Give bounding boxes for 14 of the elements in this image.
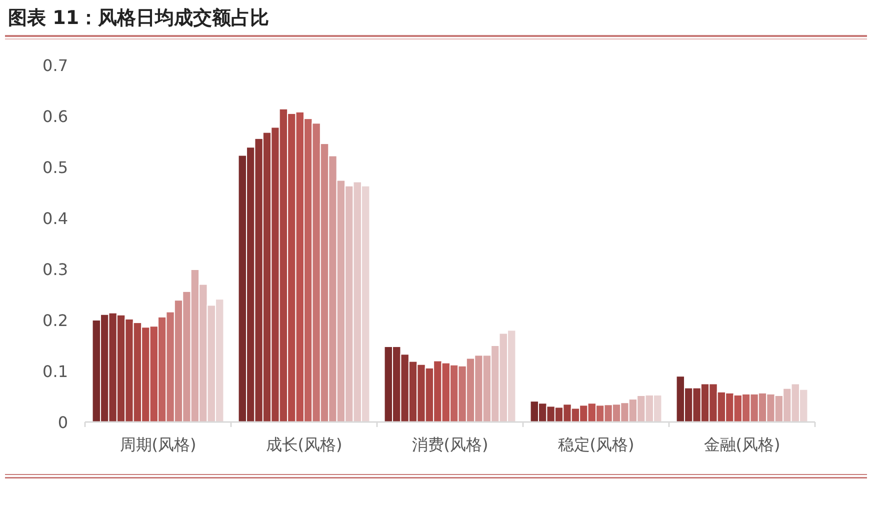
y-tick-label: 0.5 (42, 158, 68, 177)
y-tick-label: 0.6 (42, 107, 68, 126)
y-tick-label: 0.3 (42, 260, 68, 279)
y-tick-label: 0.4 (42, 209, 68, 228)
y-tick-label: 0 (58, 413, 68, 432)
chart-title: 图表 11：风格日均成交额占比 (8, 7, 270, 29)
x-tick-label: 成长(风格) (266, 435, 342, 454)
y-tick-label: 0.7 (42, 56, 68, 75)
x-tick-label: 稳定(风格) (558, 435, 634, 454)
y-tick-label: 0.2 (42, 311, 68, 330)
x-tick-label: 周期(风格) (120, 435, 196, 454)
y-tick-label: 0.1 (42, 362, 68, 381)
x-tick-label: 金融(风格) (704, 435, 780, 454)
x-tick-label: 消费(风格) (412, 435, 488, 454)
